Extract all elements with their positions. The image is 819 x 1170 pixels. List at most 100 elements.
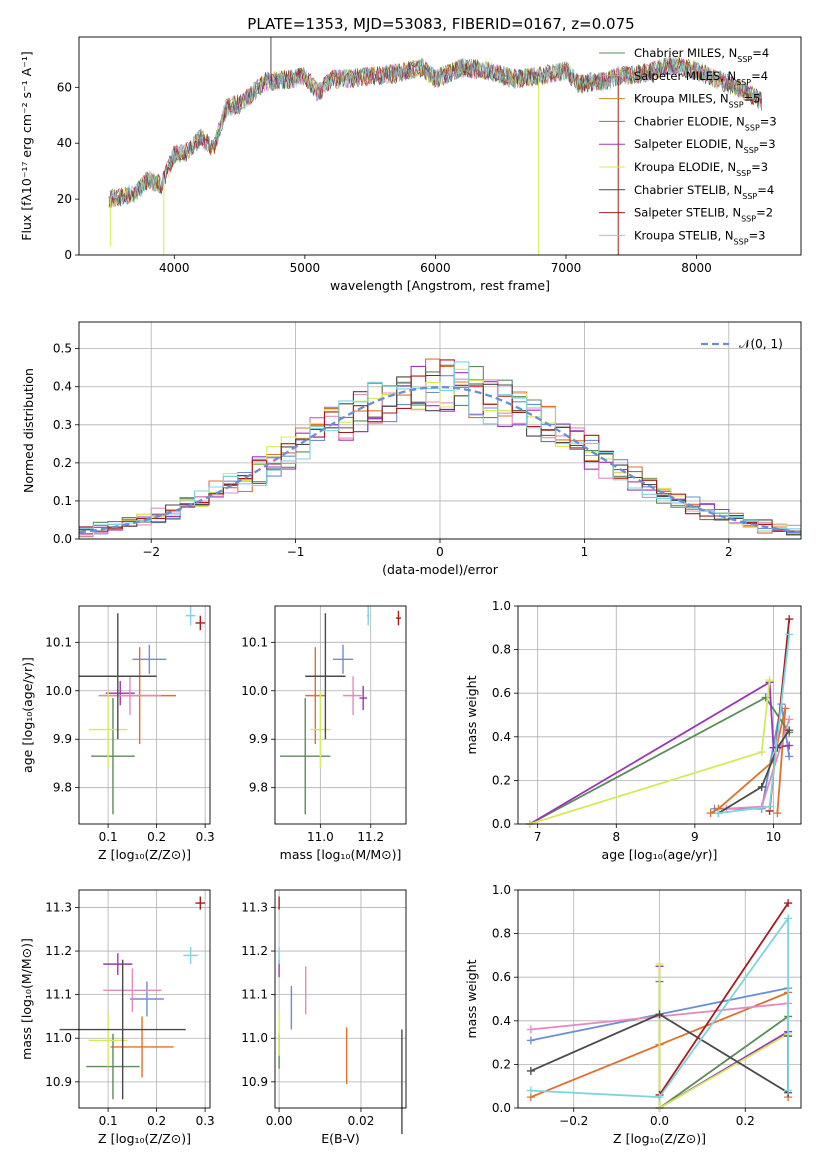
weight-series <box>530 915 789 1099</box>
weight-marker <box>526 1086 535 1095</box>
x-tick-label: 0.2 <box>147 1114 166 1128</box>
legend-subscript: SSP <box>741 214 756 223</box>
x-tick-label: 11.2 <box>357 830 384 844</box>
x-axis-label: Z [log₁₀(Z/Z⊙)] <box>98 847 191 862</box>
weight-series <box>658 902 789 1096</box>
weight-marker <box>655 1093 664 1102</box>
weight-marker <box>773 809 782 818</box>
legend-subscript: SSP <box>742 191 757 200</box>
y-axis-label: Normed distribution <box>21 368 36 493</box>
y-tick-label: 0.2 <box>492 1057 511 1071</box>
y-tick-label: 10.0 <box>241 684 268 698</box>
x-tick-label: 0.02 <box>348 1114 375 1128</box>
weight-marker <box>785 630 794 639</box>
x-tick-label: 11.0 <box>307 830 334 844</box>
y-tick-label: 1.0 <box>492 883 511 897</box>
x-axis-label: mass [log₁₀(M/M⊙)] <box>280 847 402 862</box>
x-tick-label: 10 <box>766 830 781 844</box>
y-tick-label: 0.4 <box>53 380 72 394</box>
y-tick-label: 0.2 <box>492 773 511 787</box>
y-tick-label: 0.4 <box>492 730 511 744</box>
y-tick-label: 11.1 <box>241 988 268 1002</box>
weight-series <box>718 729 790 814</box>
x-tick-label: 6000 <box>420 261 451 275</box>
x-tick-label: 0.3 <box>196 830 215 844</box>
y-axis-label: mass weight <box>464 959 479 1038</box>
x-tick-label: 0.00 <box>266 1114 293 1128</box>
legend-entry: Chabrier STELIB, NSSP=4 <box>634 183 774 201</box>
weight-marker <box>785 715 794 724</box>
legend-entry: Salpeter MILES, NSSP=4 <box>634 69 768 87</box>
plot-frame <box>274 605 407 825</box>
x-tick-label: 1 <box>581 545 589 559</box>
legend-nssp: =4 <box>751 69 768 83</box>
y-axis-label: mass [log₁₀(M/M⊙)] <box>19 938 34 1060</box>
weight-marker <box>765 802 774 811</box>
y-tick-label: 9.9 <box>249 732 268 746</box>
y-tick-label: 20 <box>57 192 72 206</box>
weight-vs-metallicity-panel: −0.2 0.0 0.2 0.0 0.2 0.4 0.6 0.8 1.0 Z [log₁₀(Z/Z… <box>464 883 802 1146</box>
x-tick-label: −1 <box>287 545 305 559</box>
x-axis-label: age [log₁₀(age/yr)] <box>602 847 718 862</box>
legend-nssp: =3 <box>751 160 768 174</box>
legend-subscript: SSP <box>736 169 751 178</box>
mass-vs-metallicity-panel: 0.1 0.2 0.3 10.9 11.0 11.1 11.2 11.3 Z [log₁₀(Z/… <box>19 889 215 1146</box>
y-tick-label: 0.0 <box>492 817 511 831</box>
y-tick-label: 0.0 <box>53 532 72 546</box>
legend-subscript: SSP <box>745 123 760 132</box>
y-tick-label: 0.3 <box>53 418 72 432</box>
x-tick-label: 7000 <box>551 261 582 275</box>
legend-nssp: =4 <box>757 183 774 197</box>
y-tick-label: 40 <box>57 136 72 150</box>
x-axis-label: wavelength [Angstrom, rest frame] <box>330 278 550 293</box>
weight-marker <box>655 960 664 969</box>
plot-frame <box>78 36 802 256</box>
y-tick-label: 10.1 <box>241 635 268 649</box>
y-tick-label: 9.8 <box>249 781 268 795</box>
plot-frame <box>78 321 802 540</box>
legend-nssp: =3 <box>749 228 766 242</box>
x-tick-label: 0 <box>436 545 444 559</box>
y-tick-label: 9.8 <box>53 781 72 795</box>
plot-frame <box>274 889 407 1109</box>
y-axis-label: age [log₁₀(age/yr)] <box>20 657 35 773</box>
y-tick-label: 0.0 <box>492 1101 511 1115</box>
x-tick-label: −2 <box>142 545 160 559</box>
legend-nssp: =2 <box>756 206 773 220</box>
legend-entry: Kroupa STELIB, NSSP=3 <box>634 228 765 246</box>
weight-marker <box>526 1036 535 1045</box>
weight-vs-age-panel: 7 8 9 10 0.0 0.2 0.4 0.6 0.8 1.0 age [log₁₀(age/yr… <box>464 599 802 862</box>
weight-marker <box>785 752 794 761</box>
legend-entry: Chabrier MILES, NSSP=4 <box>634 46 769 64</box>
x-tick-label: 8 <box>612 830 620 844</box>
weight-marker <box>785 741 794 750</box>
weight-marker <box>765 676 774 685</box>
y-axis-label: Flux [fλ10⁻¹⁷ erg cm⁻² s⁻¹ A⁻¹] <box>19 51 34 240</box>
legend-subscript: SSP <box>729 100 744 109</box>
age-vs-metallicity-panel: 0.1 0.2 0.3 9.8 9.9 10.0 10.1 Z [log₁₀(Z/Z⊙)] ag… <box>20 605 215 862</box>
legend-nssp: =4 <box>752 46 769 60</box>
x-tick-label: 0.2 <box>736 1114 755 1128</box>
weight-marker <box>784 1086 793 1095</box>
x-tick-label: 2 <box>725 545 733 559</box>
x-axis-label: Z [log₁₀(Z/Z⊙)] <box>613 1131 706 1146</box>
y-tick-label: 0.5 <box>53 342 72 356</box>
legend-subscript: SSP <box>734 237 749 246</box>
legend-entry: Chabrier ELODIE, NSSP=3 <box>634 114 777 131</box>
y-tick-label: 11.1 <box>45 988 72 1002</box>
y-tick-label: 0.2 <box>53 456 72 470</box>
legend-subscript: SSP <box>744 146 759 155</box>
histogram-series <box>79 368 801 538</box>
y-tick-label: 11.0 <box>241 1031 268 1045</box>
weight-marker <box>784 914 793 923</box>
y-tick-label: 0.6 <box>492 970 511 984</box>
y-tick-label: 60 <box>57 80 72 94</box>
y-tick-label: 11.0 <box>45 1031 72 1045</box>
y-tick-label: 0.8 <box>492 927 511 941</box>
x-tick-label: 5000 <box>290 261 321 275</box>
weight-marker <box>714 809 723 818</box>
legend-subscript: SSP <box>736 77 751 86</box>
y-tick-label: 0 <box>64 248 72 262</box>
weight-marker <box>785 726 794 735</box>
y-tick-label: 11.3 <box>45 900 72 914</box>
